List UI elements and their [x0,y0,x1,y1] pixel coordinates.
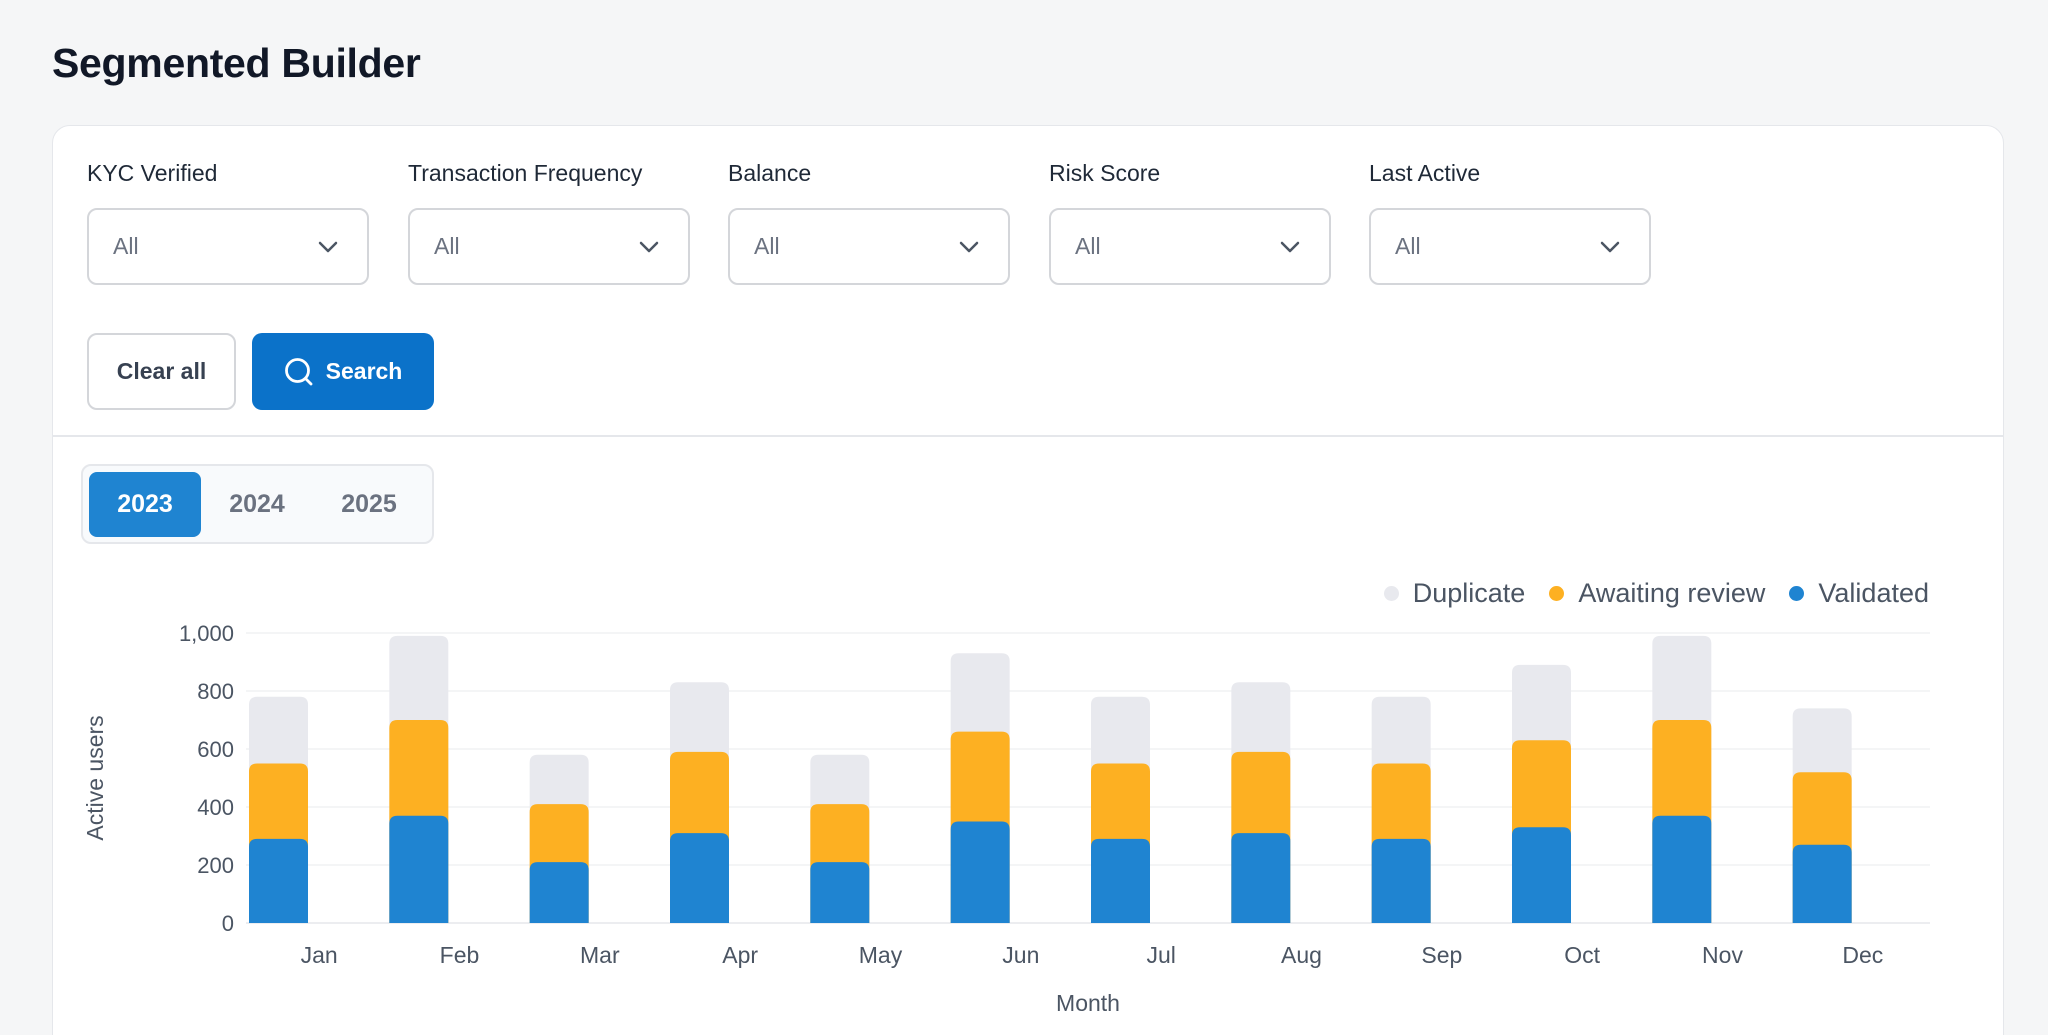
section-divider [53,435,2003,437]
search-button[interactable]: Search [252,333,434,410]
y-tick-label: 600 [197,737,234,762]
select-value: All [113,233,139,259]
filter-label: KYC Verified [87,160,218,186]
last-active-select[interactable]: All [1369,208,1651,285]
chevron-down-icon [1279,236,1301,258]
y-tick-label: 400 [197,795,234,820]
legend-swatch [1789,586,1805,601]
legend-label: Validated [1818,578,1929,608]
x-tick-label: Jul [1146,942,1175,968]
bar-segment-validated [1371,838,1431,923]
filter-transaction-frequency: Transaction Frequency All [408,158,690,285]
x-tick-label: Apr [722,942,758,968]
x-tick-label: Oct [1564,942,1600,968]
bar-segment-validated [249,838,308,923]
filter-kyc-verified: KYC Verified All [87,158,369,285]
year-segmented-control: 2023 2024 2025 [81,464,434,544]
filter-last-active: Last Active All [1369,158,1651,285]
legend-swatch [1383,586,1399,601]
bar-segment-validated [950,821,1010,923]
bar-segment-validated [810,862,870,923]
legend-label: Duplicate [1412,578,1526,608]
bar-segment-validated [1231,833,1291,923]
y-tick-label: 0 [222,911,234,936]
select-value: All [1395,233,1421,259]
balance-select[interactable]: All [728,208,1010,285]
y-axis-title: Active users [82,715,108,840]
bar-segment-validated [1091,838,1150,923]
stacked-bar-chart: 0 200 400 600 800 1,000 Jan Feb Mar Apr May Jun Jul A… [82,621,1930,1016]
bar-segment-validated [670,833,729,923]
x-tick-label: Sep [1421,942,1462,968]
bar-segment-validated [529,862,589,923]
x-tick-label: Jun [1002,942,1039,968]
x-tick-label: Jan [301,942,338,968]
year-tab-2024[interactable]: 2024 [229,490,285,518]
chevron-down-icon [1599,236,1621,258]
legend-item-validated[interactable]: Validated [1789,578,1929,609]
bar-segment-validated [1512,827,1571,923]
segment-builder-card: KYC Verified All Transaction Frequency A… [52,125,2004,1035]
page-title: Segmented Builder [52,40,421,86]
legend-label: Awaiting review [1578,578,1766,608]
legend-item-awaiting-review[interactable]: Awaiting review [1549,578,1765,609]
bar-segment-validated [1792,844,1852,923]
year-tab-2025[interactable]: 2025 [341,490,397,518]
search-button-label: Search [325,358,403,384]
x-tick-label: Dec [1842,942,1883,968]
chevron-down-icon [958,236,980,258]
x-tick-label: Feb [440,942,480,968]
filter-balance: Balance All [728,158,1010,285]
select-value: All [434,233,460,259]
x-tick-label: Nov [1702,942,1743,968]
select-value: All [754,233,780,259]
legend-item-duplicate[interactable]: Duplicate [1383,578,1526,609]
filter-label: Balance [728,160,812,186]
x-tick-label: Aug [1281,942,1322,968]
filter-label: Transaction Frequency [408,160,643,186]
x-tick-label: May [859,942,903,968]
filter-label: Last Active [1369,160,1481,186]
select-value: All [1075,233,1101,259]
x-tick-label: Mar [580,942,620,968]
risk-score-select[interactable]: All [1049,208,1331,285]
bar-segment-validated [1652,815,1712,923]
filter-risk-score: Risk Score All [1049,158,1331,285]
y-tick-label: 1,000 [179,621,234,646]
chevron-down-icon [638,236,660,258]
x-axis-title: Month [1056,990,1120,1016]
chart-legend: Duplicate Awaiting review Validated [1383,578,1929,609]
chevron-down-icon [317,236,339,258]
y-tick-label: 200 [197,853,234,878]
search-icon [284,357,314,387]
bar-segment-validated [389,815,449,923]
kyc-verified-select[interactable]: All [87,208,369,285]
transaction-frequency-select[interactable]: All [408,208,690,285]
y-tick-label: 800 [197,679,234,704]
clear-all-button[interactable]: Clear all [87,333,236,410]
filter-label: Risk Score [1049,160,1161,186]
legend-swatch [1549,586,1565,601]
year-tab-2023[interactable]: 2023 [89,472,201,537]
